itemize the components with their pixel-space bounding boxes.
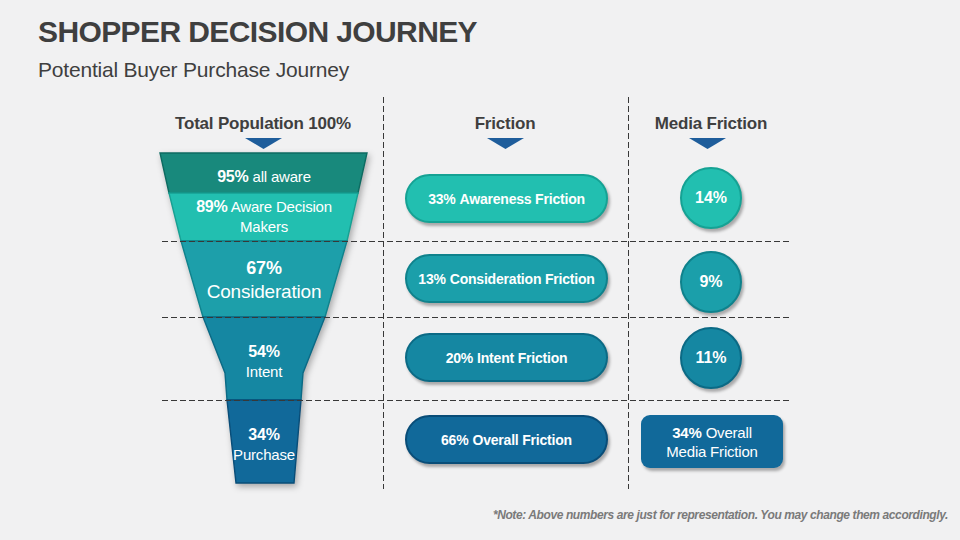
funnel-value: 95% bbox=[217, 168, 248, 185]
arrow-down-icon bbox=[689, 138, 726, 149]
pill-value: 13% bbox=[418, 271, 445, 287]
funnel-label: Consideration bbox=[154, 280, 374, 304]
footnote: *Note: Above numbers are just for repres… bbox=[493, 508, 948, 522]
funnel-value: 89% bbox=[196, 198, 227, 215]
circle-value: 14% bbox=[695, 189, 727, 207]
funnel-label-aware-decision-makers: 89% Aware Decision Makers bbox=[179, 197, 349, 237]
pill-value: 33% bbox=[428, 191, 455, 207]
circle-value: 11% bbox=[695, 349, 726, 367]
arrow-down-icon bbox=[245, 138, 282, 149]
pill-value: 20% bbox=[446, 350, 473, 366]
funnel-label: Aware Decision Makers bbox=[231, 198, 332, 235]
funnel-label-intent: 54% Intent bbox=[154, 342, 374, 382]
arrow-down-icon bbox=[487, 138, 524, 149]
media-friction-overall-box: 34%Overall Media Friction bbox=[641, 415, 783, 468]
rect-value: 34% bbox=[672, 424, 701, 441]
header-arrows bbox=[245, 138, 726, 149]
pill-label: Consideration Friction bbox=[450, 271, 595, 287]
funnel-label: all aware bbox=[253, 168, 311, 185]
pill-label: Overall Friction bbox=[472, 432, 572, 448]
friction-pill-overall: 66%Overall Friction bbox=[405, 415, 608, 464]
friction-pill-consideration: 13% Consideration Friction bbox=[405, 254, 608, 303]
funnel-label: Purchase bbox=[154, 445, 374, 465]
friction-pill-awareness: 33% Awareness Friction bbox=[405, 174, 608, 223]
pill-label: Intent Friction bbox=[477, 350, 567, 366]
media-friction-circle-3: 11% bbox=[680, 327, 742, 389]
funnel-label-consideration: 67% Consideration bbox=[154, 256, 374, 304]
media-friction-circle-2: 9% bbox=[680, 251, 742, 313]
pill-label: Awareness Friction bbox=[460, 191, 585, 207]
funnel-value: 54% bbox=[154, 342, 374, 362]
pill-value: 66% bbox=[441, 432, 468, 448]
funnel-label: Intent bbox=[154, 362, 374, 382]
funnel-value: 34% bbox=[154, 425, 374, 445]
circle-value: 9% bbox=[699, 273, 722, 291]
media-friction-circle-1: 14% bbox=[680, 167, 742, 229]
funnel-label-all-aware: 95% all aware bbox=[154, 167, 374, 187]
slide: SHOPPER DECISION JOURNEY Potential Buyer… bbox=[0, 0, 960, 540]
funnel-value: 67% bbox=[154, 256, 374, 280]
funnel-label-purchase: 34% Purchase bbox=[154, 425, 374, 465]
friction-pill-intent: 20%Intent Friction bbox=[405, 333, 608, 382]
